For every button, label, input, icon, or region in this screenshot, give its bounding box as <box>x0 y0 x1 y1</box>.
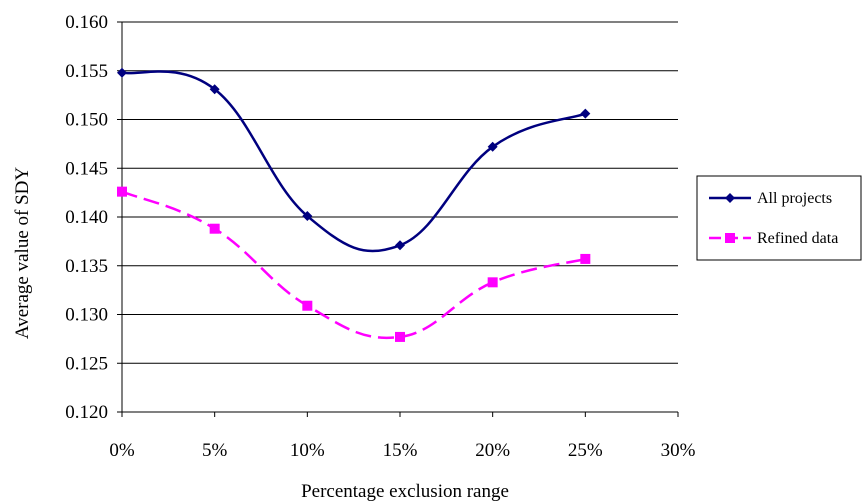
legend-item: All projects <box>709 190 832 207</box>
y-tick-label: 0.145 <box>65 158 108 179</box>
data-point-marker <box>117 186 127 197</box>
data-point-marker <box>487 141 498 152</box>
data-point-marker <box>302 300 313 311</box>
x-tick-label: 5% <box>202 440 228 461</box>
y-tick-labels: 0.120 0.125 0.130 0.135 0.140 0.145 0.150 0.155… <box>65 12 108 423</box>
x-tick-labels: 0% 5% 10% 15% 20% 25% 30% <box>109 440 695 461</box>
y-tick-label: 0.140 <box>65 207 108 228</box>
y-tick-label: 0.120 <box>65 402 108 423</box>
legend: All projects Refined data <box>696 175 862 261</box>
y-axis-label: Average value of SDY <box>12 167 33 339</box>
y-tick-label: 0.155 <box>65 61 108 82</box>
data-point-marker <box>395 240 405 251</box>
series-all-projects <box>117 67 591 253</box>
series-line <box>121 70 586 253</box>
data-point-marker <box>209 84 220 95</box>
data-point-marker <box>580 253 591 264</box>
series-refined-data <box>117 186 591 342</box>
legend-label: Refined data <box>757 230 838 247</box>
y-tick-label: 0.135 <box>65 256 108 277</box>
axes <box>121 22 679 417</box>
legend-box <box>696 175 862 261</box>
x-tick-label: 15% <box>383 440 418 461</box>
x-tick-label: 20% <box>475 440 510 461</box>
y-tick-label: 0.130 <box>65 305 108 326</box>
x-tick-label: 0% <box>109 440 135 461</box>
y-tick-label: 0.160 <box>65 12 108 33</box>
data-point-marker <box>725 233 735 243</box>
x-tick-label: 30% <box>661 440 696 461</box>
y-tick-label: 0.125 <box>65 353 108 374</box>
x-tick-label: 25% <box>568 440 603 461</box>
data-point-marker <box>725 193 735 203</box>
data-point-marker <box>580 108 591 119</box>
y-tick-label: 0.150 <box>65 110 108 131</box>
data-point-marker <box>395 331 405 342</box>
x-tick-label: 10% <box>290 440 325 461</box>
data-point-marker <box>209 223 220 234</box>
data-point-marker <box>302 211 313 222</box>
legend-item: Refined data <box>709 230 838 247</box>
gridlines <box>117 21 678 413</box>
series-line <box>121 190 586 339</box>
legend-label: All projects <box>757 190 832 207</box>
data-point-marker <box>487 277 498 288</box>
x-axis-label: Percentage exclusion range <box>301 481 509 502</box>
series-layer <box>117 67 591 342</box>
data-point-marker <box>117 67 127 78</box>
